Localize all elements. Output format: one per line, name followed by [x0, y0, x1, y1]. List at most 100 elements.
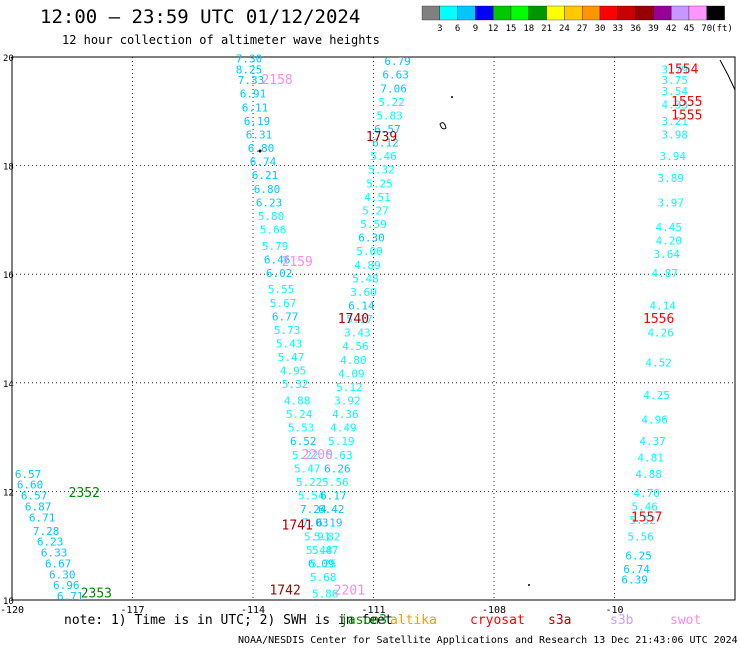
- swh-value-jason3: 6.60: [17, 479, 44, 492]
- pass-time-label: 2159: [282, 255, 313, 270]
- swh-value-swot: 5.22: [296, 476, 323, 489]
- swh-value-s3a: 6.79: [384, 55, 411, 68]
- swh-value-s3a: 6.30: [358, 232, 385, 245]
- swh-value-s3a: 5.25: [366, 177, 393, 190]
- swh-value-jason3: 6.33: [41, 547, 68, 560]
- swh-value-swot: 5.68: [310, 571, 337, 584]
- swh-value-cryosat: 4.26: [647, 327, 674, 340]
- swh-value-s3a: 5.63: [326, 449, 353, 462]
- swh-value-swot: 7.33: [238, 74, 265, 87]
- swh-value-s3a: 4.80: [340, 354, 367, 367]
- swh-value-s3a: 5.56: [322, 476, 349, 489]
- swh-value-s3a: 3.60: [350, 286, 377, 299]
- swh-value-s3a: 5.48: [352, 272, 379, 285]
- swh-value-swot: 5.47: [278, 351, 305, 364]
- colorbar-level-label: 27: [577, 24, 588, 34]
- swh-value-s3a: 4.51: [364, 191, 391, 204]
- swh-value-swot: 5.54: [298, 490, 325, 503]
- pass-time-label: 1740: [338, 312, 369, 327]
- swh-value-swot: 7.24: [300, 503, 327, 516]
- chart-subtitle: 12 hour collection of altimeter wave hei…: [62, 33, 380, 47]
- swh-value-swot: 5.67: [270, 297, 297, 310]
- swh-value-s3a: 4.49: [330, 422, 357, 435]
- coastline: [719, 59, 736, 91]
- swh-value-swot: 6.09: [308, 557, 335, 570]
- swh-value-cryosat: 3.64: [653, 248, 680, 261]
- swh-value-cryosat: 4.33: [662, 99, 689, 112]
- swh-value-swot: 7.30: [236, 52, 263, 65]
- swh-value-cryosat: 4.81: [637, 452, 664, 465]
- swh-value-cryosat: 3.21: [662, 115, 689, 128]
- colorbar-level-label: 3: [437, 24, 442, 34]
- swh-value-swot: 5.22: [292, 449, 319, 462]
- x-tick-label: -10: [605, 605, 623, 616]
- credit-line: NOAA/NESDIS Center for Satellite Applica…: [238, 635, 738, 646]
- swh-value-swot: 6.80: [248, 142, 275, 155]
- swh-value-s3a: 4.09: [338, 367, 365, 380]
- legend-s3a: s3a: [548, 613, 572, 628]
- legend-cryosat: cryosat: [470, 613, 525, 628]
- legend-jason3: jason3: [340, 613, 387, 628]
- pass-time-label: 1742: [269, 584, 300, 599]
- swh-value-s3a: 6.42: [318, 503, 345, 516]
- swh-value-swot: 5.48: [306, 544, 333, 557]
- swh-value-cryosat: 6.25: [625, 549, 652, 562]
- swh-value-cryosat: 5.56: [627, 530, 654, 543]
- colorbar-level-label: 18: [523, 24, 534, 34]
- y-tick-label: 20: [3, 54, 14, 64]
- swh-value-cryosat: 6.39: [621, 574, 648, 587]
- footer-note: note: 1) Time is in UTC; 2) SWH is in fe…: [64, 613, 393, 628]
- colorbar-level-label: 45: [684, 24, 695, 34]
- y-tick-label: 12: [3, 488, 14, 498]
- pass-time-label: 1741: [282, 518, 313, 533]
- x-tick-label: -117: [120, 605, 144, 616]
- swh-value-jason3: 7.28: [33, 525, 60, 538]
- islet: [451, 96, 453, 98]
- swh-value-swot: 6.31: [246, 128, 273, 141]
- swh-value-cryosat: 3.94: [659, 150, 686, 163]
- swh-value-cryosat: 3.75: [662, 74, 689, 87]
- colorbar-unit-label: (ft): [711, 24, 733, 34]
- colorbar-level-label: 9: [473, 24, 478, 34]
- swh-value-s3a: 5.25: [310, 557, 337, 570]
- x-tick-label: -120: [0, 605, 24, 616]
- colorbar-level-label: 12: [488, 24, 499, 34]
- swh-value-swot: 6.91: [240, 88, 267, 101]
- swh-value-swot: 6.21: [252, 169, 279, 182]
- swh-value-swot: 4.95: [280, 365, 307, 378]
- swh-value-s3a: 6.63: [382, 69, 409, 82]
- pass-time-label: 2353: [81, 586, 112, 601]
- swh-value-s3a: 6.26: [324, 462, 351, 475]
- colorbar-level-label: 33: [612, 24, 623, 34]
- swh-value-s3a: 5.12: [336, 381, 363, 394]
- swh-value-s3a: 5.82: [314, 530, 341, 543]
- swh-value-swot: 5.32: [282, 378, 309, 391]
- swh-value-s3a: 6.12: [372, 137, 399, 150]
- swh-value-swot: 6.52: [290, 435, 317, 448]
- colorbar-level-label: 42: [666, 24, 677, 34]
- colorbar-level-label: 36: [630, 24, 641, 34]
- swh-value-cryosat: 3.79: [662, 63, 689, 76]
- swh-value-cryosat: 4.88: [635, 468, 662, 481]
- swh-value-s3a: 4.89: [354, 259, 381, 272]
- x-tick-label: -108: [482, 605, 506, 616]
- swh-value-swot: 5.53: [288, 422, 315, 435]
- legend-altika: altika: [390, 613, 437, 628]
- swh-value-cryosat: 4.87: [651, 267, 678, 280]
- pass-time-label: 1555: [671, 95, 702, 110]
- pass-time-label: 2352: [69, 486, 100, 501]
- swh-value-jason3: 6.71: [29, 511, 56, 524]
- islet: [528, 584, 530, 586]
- swh-value-s3a: 7.06: [380, 82, 407, 95]
- swh-value-s3a: 5.00: [356, 245, 383, 258]
- swh-value-swot: 6.11: [242, 101, 269, 114]
- swh-value-swot: 7.03: [302, 517, 329, 530]
- pass-time-label: 1554: [667, 62, 698, 77]
- swh-value-s3a: 5.59: [360, 218, 387, 231]
- y-tick-label: 10: [3, 597, 14, 607]
- swh-value-cryosat: 3.54: [662, 85, 689, 98]
- swh-value-s3a: 6.57: [374, 123, 401, 136]
- swh-value-cryosat: 4.14: [649, 299, 676, 312]
- swh-value-s3a: 5.46: [370, 150, 397, 163]
